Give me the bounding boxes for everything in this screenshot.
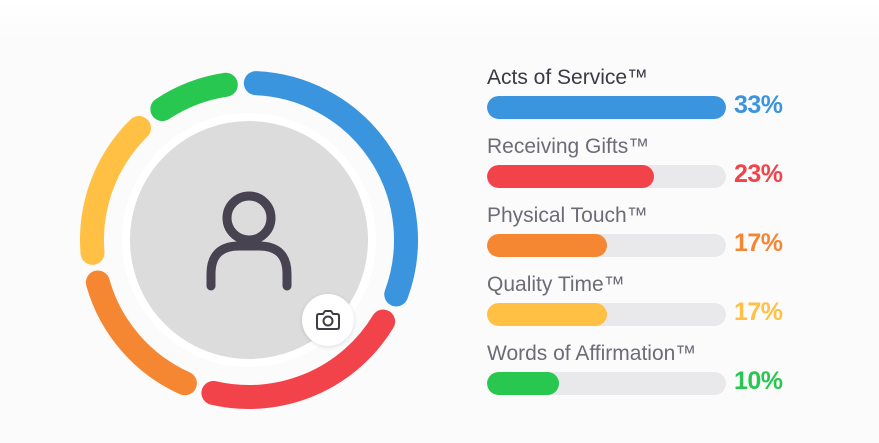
result-row-physical-touch: Physical Touch™ 17% bbox=[487, 200, 817, 269]
love-language-results: Acts of Service™ 33% Receiving Gifts™ 23… bbox=[487, 62, 817, 407]
result-row-quality-time: Quality Time™ 17% bbox=[487, 269, 817, 338]
result-label: Words of Affirmation™ bbox=[487, 342, 697, 365]
result-row-receiving-gifts: Receiving Gifts™ 23% bbox=[487, 131, 817, 200]
change-photo-button[interactable] bbox=[302, 294, 354, 346]
result-percent: 10% bbox=[734, 367, 783, 395]
result-percent: 17% bbox=[734, 298, 783, 326]
result-percent: 33% bbox=[734, 91, 783, 119]
ring-chart bbox=[80, 71, 418, 409]
camera-icon bbox=[316, 310, 340, 330]
progress-track bbox=[487, 234, 726, 257]
result-percent: 23% bbox=[734, 160, 783, 188]
progress-track bbox=[487, 303, 726, 326]
result-label: Receiving Gifts™ bbox=[487, 135, 650, 158]
progress-track bbox=[487, 96, 726, 119]
result-label: Quality Time™ bbox=[487, 273, 625, 296]
progress-fill bbox=[487, 234, 607, 257]
ring-segment bbox=[85, 270, 197, 396]
ring-segment bbox=[243, 71, 418, 307]
ring-segment bbox=[150, 72, 238, 122]
result-label: Acts of Service™ bbox=[487, 66, 649, 89]
result-row-acts-of-service: Acts of Service™ 33% bbox=[487, 62, 817, 131]
progress-track bbox=[487, 372, 726, 395]
result-row-words-of-affirmation: Words of Affirmation™ 10% bbox=[487, 338, 817, 407]
progress-fill bbox=[487, 165, 654, 188]
progress-fill bbox=[487, 96, 726, 119]
ring-segments bbox=[80, 71, 418, 409]
ring-segment bbox=[80, 116, 151, 265]
result-label: Physical Touch™ bbox=[487, 204, 648, 227]
result-percent: 17% bbox=[734, 229, 783, 257]
progress-fill bbox=[487, 303, 607, 326]
profile-ring bbox=[69, 60, 429, 420]
user-silhouette-icon bbox=[206, 191, 292, 291]
progress-track bbox=[487, 165, 726, 188]
header-band bbox=[0, 0, 879, 40]
progress-fill bbox=[487, 372, 559, 395]
ring-segment bbox=[201, 309, 396, 409]
